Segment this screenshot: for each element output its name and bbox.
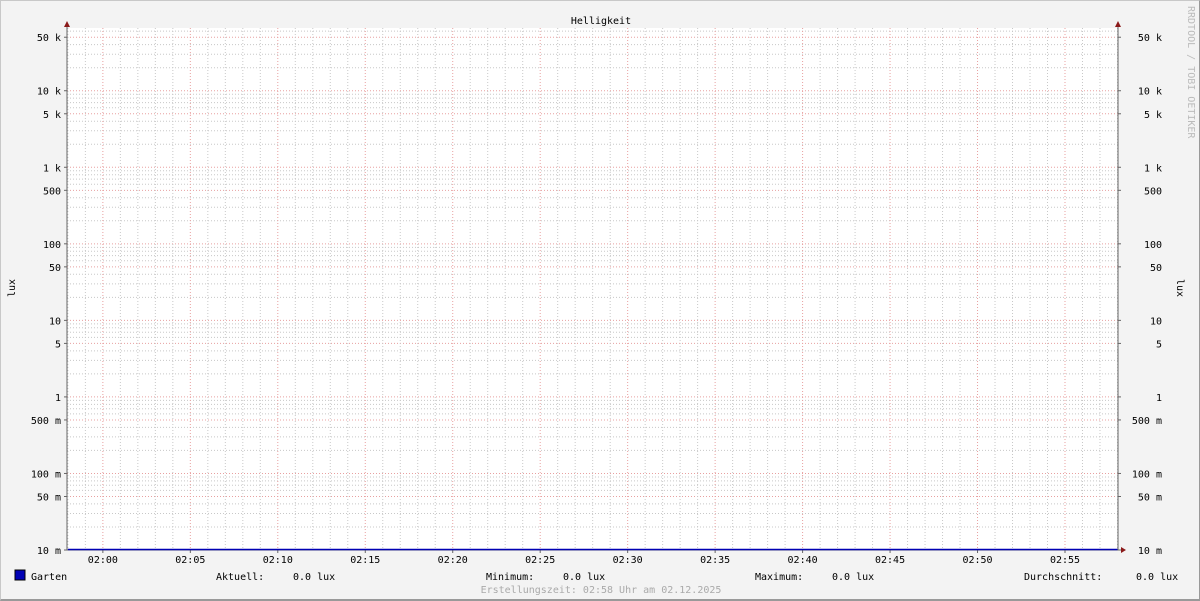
x-tick-label: 02:20 bbox=[438, 555, 468, 566]
x-tick-label: 02:40 bbox=[788, 555, 818, 566]
legend-series-name: Garten bbox=[31, 572, 67, 583]
y-tick-label-left: 5 k bbox=[43, 110, 61, 121]
legend-swatch bbox=[14, 569, 26, 581]
y-tick-label-right: 1 k bbox=[1144, 163, 1162, 174]
y-tick-label-right: 5 bbox=[1156, 339, 1162, 350]
aktuell-value: 0.0 lux bbox=[293, 572, 335, 583]
y-tick-label-right: 5 k bbox=[1144, 110, 1162, 121]
avg-label: Durchschnitt: bbox=[1024, 572, 1102, 583]
y-axis-label-right: lux bbox=[1174, 279, 1185, 297]
y-tick-label-left: 1 bbox=[55, 393, 61, 404]
minimum-value: 0.0 lux bbox=[563, 572, 605, 583]
y-tick-label-left: 50 bbox=[49, 263, 61, 274]
y-tick-label-right: 10 m bbox=[1138, 546, 1162, 557]
footer-timestamp: Erstellungszeit: 02:58 Uhr am 02.12.2025 bbox=[481, 585, 722, 596]
x-tick-label: 02:45 bbox=[875, 555, 905, 566]
y-tick-label-left: 500 m bbox=[31, 416, 61, 427]
y-tick-label-right: 50 m bbox=[1138, 492, 1162, 503]
y-axis-label-left: lux bbox=[7, 279, 18, 297]
x-tick-label: 02:15 bbox=[350, 555, 380, 566]
minimum-label: Minimum: bbox=[486, 572, 534, 583]
y-tick-label-left: 50 k bbox=[37, 33, 61, 44]
y-tick-label-left: 5 bbox=[55, 339, 61, 350]
avg-value: 0.0 lux bbox=[1136, 572, 1178, 583]
y-tick-label-left: 500 bbox=[43, 186, 61, 197]
x-tick-label: 02:05 bbox=[175, 555, 205, 566]
y-tick-label-right: 50 bbox=[1150, 263, 1162, 274]
y-tick-label-right: 500 bbox=[1144, 186, 1162, 197]
x-tick-label: 02:10 bbox=[263, 555, 293, 566]
y-tick-label-right: 1 bbox=[1156, 393, 1162, 404]
x-axis-arrow bbox=[1121, 547, 1126, 553]
watermark: RRDTOOL / TOBI OETIKER bbox=[1185, 6, 1196, 139]
y-tick-label-left: 100 m bbox=[31, 469, 61, 480]
x-tick-label: 02:00 bbox=[88, 555, 118, 566]
y-tick-label-left: 10 bbox=[49, 316, 61, 327]
y-tick-label-left: 10 m bbox=[37, 546, 61, 557]
x-tick-label: 02:25 bbox=[525, 555, 555, 566]
y-tick-label-left: 100 bbox=[43, 240, 61, 251]
y-tick-label-right: 10 bbox=[1150, 316, 1162, 327]
y-axis-arrow-left bbox=[64, 21, 70, 27]
maximum-value: 0.0 lux bbox=[832, 572, 874, 583]
y-tick-label-right: 500 m bbox=[1132, 416, 1162, 427]
y-axis-arrow-right bbox=[1115, 21, 1121, 27]
y-tick-label-right: 100 m bbox=[1132, 469, 1162, 480]
y-tick-label-left: 50 m bbox=[37, 492, 61, 503]
aktuell-label: Aktuell: bbox=[216, 572, 264, 583]
chart-title: Helligkeit bbox=[571, 16, 631, 27]
y-tick-label-left: 1 k bbox=[43, 163, 61, 174]
x-tick-label: 02:50 bbox=[962, 555, 992, 566]
y-tick-label-right: 10 k bbox=[1138, 87, 1162, 98]
y-tick-label-right: 50 k bbox=[1138, 33, 1162, 44]
x-tick-label: 02:55 bbox=[1050, 555, 1080, 566]
x-tick-label: 02:35 bbox=[700, 555, 730, 566]
x-tick-label: 02:30 bbox=[613, 555, 643, 566]
y-tick-label-right: 100 bbox=[1144, 240, 1162, 251]
maximum-label: Maximum: bbox=[755, 572, 803, 583]
y-tick-label-left: 10 k bbox=[37, 87, 61, 98]
